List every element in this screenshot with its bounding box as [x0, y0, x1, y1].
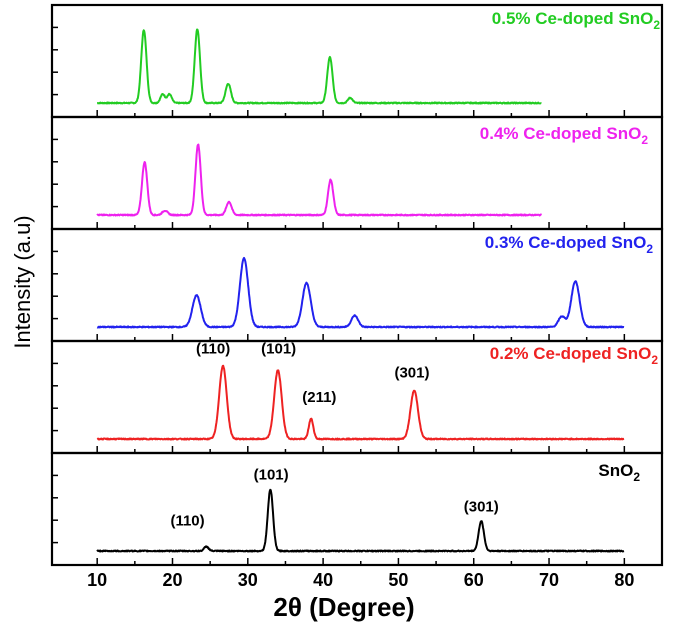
x-tick-label: 60: [464, 570, 484, 590]
series-line: [96, 364, 625, 441]
panel-frame: [50, 451, 664, 567]
x-tick-label: 50: [388, 570, 408, 590]
series-label: 0.2% Ce-doped SnO2: [490, 344, 659, 367]
series-line: [96, 256, 625, 329]
x-axis-title: 2θ (Degree): [273, 592, 414, 622]
x-tick-label: 80: [614, 570, 634, 590]
series-line: [96, 28, 542, 105]
y-axis-title: Intensity (a.u): [10, 215, 35, 348]
peak-label: (301): [464, 498, 499, 515]
series-line: [96, 488, 625, 553]
peak-label: (301): [394, 364, 429, 381]
x-tick-label: 30: [238, 570, 258, 590]
series-label: 0.4% Ce-doped SnO2: [480, 124, 649, 147]
peak-label: (110): [196, 341, 230, 358]
peak-label: (101): [254, 467, 289, 484]
series-label: 0.3% Ce-doped SnO2: [485, 233, 654, 256]
x-tick-label: 40: [313, 570, 333, 590]
series-line: [96, 143, 543, 217]
x-tick-label: 20: [162, 570, 182, 590]
peak-label: (110): [170, 512, 204, 529]
peak-label: (211): [302, 389, 336, 406]
x-tick-label: 10: [87, 570, 107, 590]
series-label: 0.5% Ce-doped SnO2: [492, 9, 661, 32]
series-label: SnO2: [598, 461, 640, 484]
x-tick-label: 70: [539, 570, 559, 590]
peak-label: (101): [261, 341, 296, 358]
